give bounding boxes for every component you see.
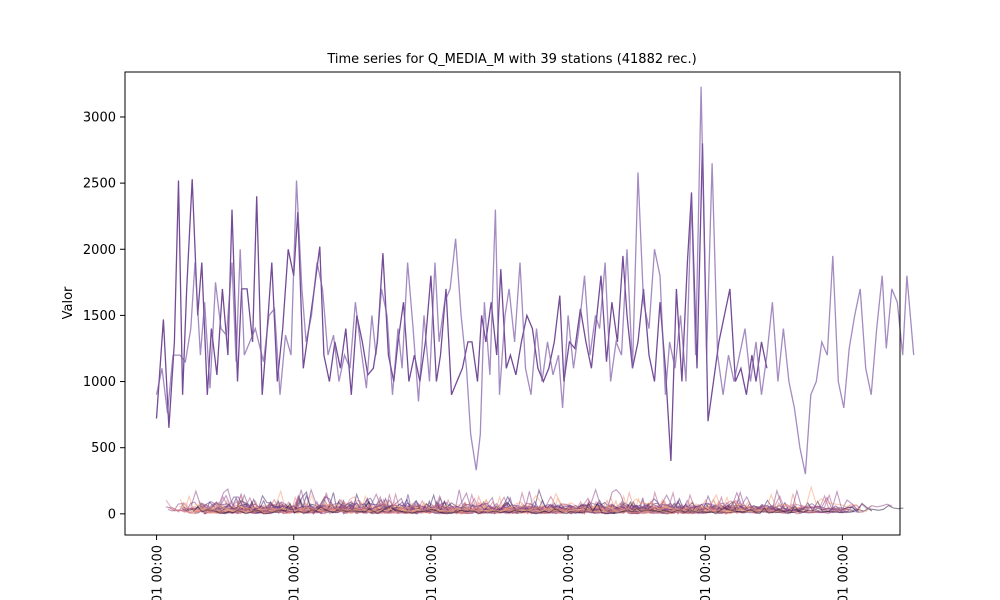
- y-tick-label: 1500: [83, 309, 116, 324]
- plot-frame: [124, 71, 901, 536]
- low-series-group: [165, 485, 904, 516]
- main-series-group: [155, 86, 915, 475]
- y-tick-label: 1000: [83, 375, 116, 390]
- chart-title: Time series for Q_MEDIA_M with 39 statio…: [326, 52, 696, 67]
- x-tick-label: 01 00:00: [151, 545, 166, 600]
- x-tick-label: 01 00:00: [425, 545, 440, 600]
- station-series-line: [192, 502, 809, 515]
- x-tick-label: 01 00:00: [836, 545, 851, 600]
- y-axis-label: Valor: [61, 286, 76, 319]
- station-series-line: [201, 494, 841, 512]
- y-tick-label: 0: [108, 507, 116, 522]
- y-tick-label: 2000: [83, 243, 116, 258]
- y-axis: 0 500 1000 1500 2000 2500 3000: [83, 110, 125, 522]
- y-tick-label: 500: [91, 441, 116, 456]
- x-tick-label: 01 00:00: [288, 545, 303, 600]
- y-tick-label: 2500: [83, 177, 116, 192]
- x-axis: 01 00:00 01 00:00 01 00:00 01 00:00 01 00:00…: [151, 535, 851, 600]
- y-tick-label: 3000: [83, 110, 116, 125]
- main-series-line: [155, 86, 915, 475]
- main-series-line: [155, 143, 768, 461]
- x-tick-label: 01 00:00: [562, 545, 577, 600]
- x-tick-label: 01 00:00: [699, 545, 714, 600]
